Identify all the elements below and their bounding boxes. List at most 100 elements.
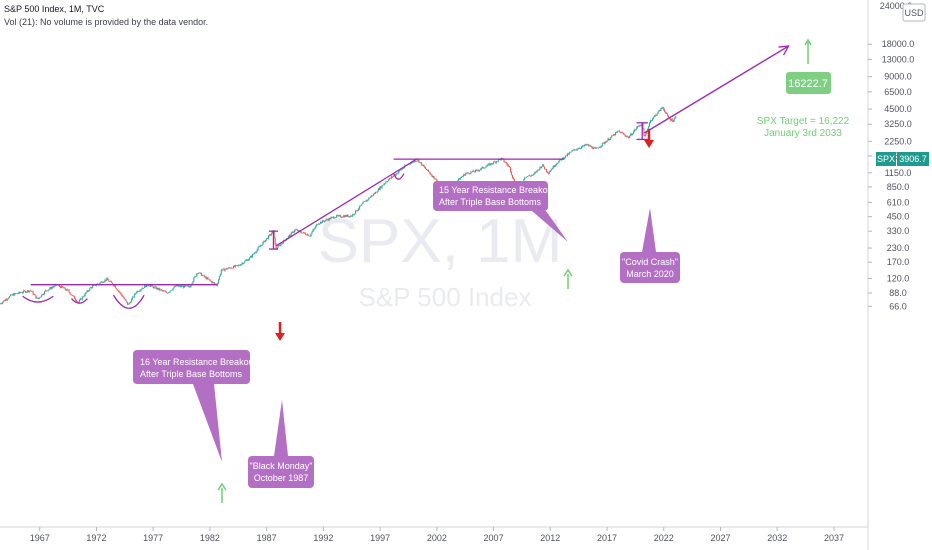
candle-body: [431, 175, 433, 177]
candle-body: [83, 295, 85, 297]
candle-body: [76, 300, 78, 302]
candle-body: [355, 210, 357, 212]
candle-body: [219, 274, 221, 277]
candle-body: [30, 290, 32, 292]
candle-body: [587, 144, 589, 146]
candle-body: [142, 287, 144, 289]
candle-body: [633, 131, 635, 134]
candle-body: [125, 299, 127, 301]
candle-body: [20, 292, 22, 294]
candle-body: [633, 129, 635, 132]
time-axis[interactable]: 1967 1972 1977 1982 1987 1992 1997 2002 2007 2012…: [30, 527, 844, 543]
candle-body: [183, 285, 185, 288]
candle-body: [584, 144, 586, 146]
candle-body: [652, 116, 654, 119]
candle-body: [399, 170, 401, 171]
candle-body: [22, 292, 24, 294]
candle-body: [39, 297, 41, 299]
candle-body: [358, 206, 360, 209]
candle-body: [80, 298, 82, 300]
price-axis-tick-label: 2250.0: [884, 136, 912, 146]
candle-body: [69, 292, 71, 294]
candle-body: [265, 239, 267, 242]
candle-body: [426, 169, 428, 171]
candle-body: [398, 170, 400, 173]
candle-body: [556, 163, 558, 165]
time-axis-tick-label: 1982: [200, 533, 220, 543]
candle-body: [488, 163, 490, 165]
candle-body: [373, 193, 375, 195]
candle-body: [389, 178, 391, 180]
candle-body: [528, 175, 530, 177]
candle-body: [659, 110, 661, 111]
price-axis-tick-label: 66.0: [889, 301, 907, 311]
candle-body: [116, 289, 118, 291]
candle-body: [9, 294, 11, 297]
candle-body: [410, 162, 412, 164]
candle-body: [133, 294, 135, 298]
candle-body: [601, 143, 603, 146]
currency-box[interactable]: [902, 3, 926, 22]
candle-body: [586, 144, 588, 145]
price-axis-tick-label: 450.0: [887, 212, 910, 222]
candle-body: [273, 230, 275, 239]
candle-body: [35, 295, 37, 299]
candle-body: [27, 290, 29, 292]
candle-body: [570, 151, 572, 153]
candle-body: [234, 265, 236, 267]
candle-body: [38, 297, 40, 299]
candle-body: [25, 291, 27, 293]
watermark-symbol: SPX, 1M: [318, 207, 563, 276]
candle-body: [119, 292, 121, 293]
candle-body: [639, 125, 641, 127]
candle-body: [282, 243, 284, 245]
candle-body: [42, 294, 44, 296]
candle-body: [342, 215, 344, 218]
candle-body: [311, 231, 313, 234]
candle-body: [63, 287, 65, 289]
candle-body: [476, 169, 478, 171]
candle-body: [494, 161, 496, 163]
candle-body: [109, 281, 111, 282]
candle-body: [338, 215, 340, 217]
candle-body: [642, 122, 644, 129]
candle-body: [303, 232, 305, 234]
up-arrow-icon: [563, 268, 573, 289]
candle-body: [42, 294, 44, 295]
candle-body: [325, 219, 327, 221]
candle-body: [60, 286, 62, 288]
candle-body: [624, 134, 626, 136]
candle-body: [609, 139, 611, 141]
candle-body: [525, 177, 527, 179]
candle-body: [228, 267, 230, 269]
candle-body: [247, 259, 249, 261]
candle-body: [316, 224, 318, 226]
candle-body: [246, 259, 248, 261]
candle-body: [330, 217, 332, 220]
candle-body: [470, 171, 472, 174]
candle-body: [187, 286, 189, 287]
candle-body: [662, 107, 664, 109]
candle-body: [434, 178, 436, 180]
candle-body: [523, 179, 525, 182]
candle-body: [485, 166, 487, 168]
candle-body: [360, 204, 362, 206]
candle-body: [251, 254, 253, 257]
candle-body: [669, 118, 671, 121]
candle-body: [220, 270, 222, 275]
candle-body: [380, 186, 382, 188]
candle-body: [154, 286, 156, 288]
candle-body: [346, 214, 348, 217]
candle-body: [92, 285, 94, 288]
candle-body: [313, 228, 315, 230]
base-arc-1966: [22, 295, 54, 303]
candle-body: [111, 281, 113, 283]
price-axis[interactable]: 18000.0 13000.0 9000.0 6500.0 4500.0 3250.0 22…: [868, 39, 914, 311]
candle-body: [64, 287, 66, 290]
candle-body: [557, 162, 559, 164]
candle-body: [326, 219, 328, 220]
candle-body: [2, 301, 4, 304]
candle-body: [355, 210, 357, 214]
candle-body: [533, 173, 535, 175]
